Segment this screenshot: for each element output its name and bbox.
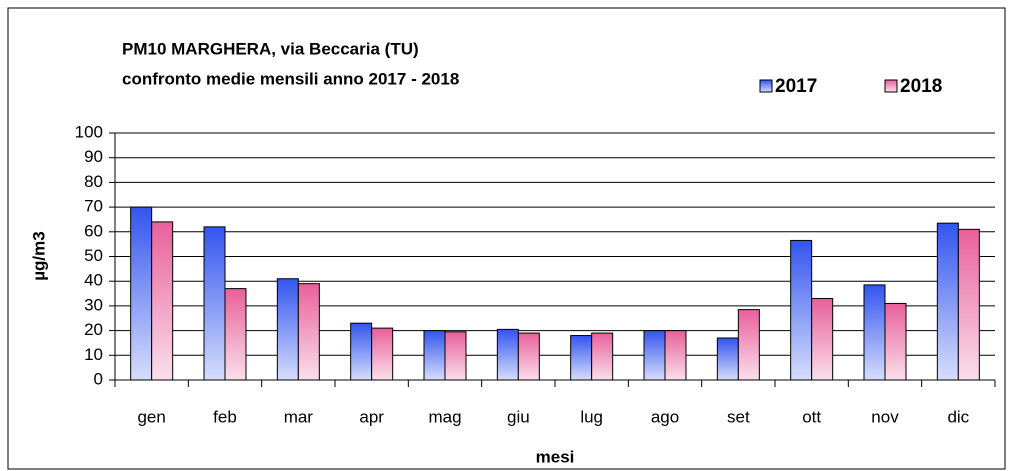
bar bbox=[570, 335, 593, 381]
x-tick-label: mar bbox=[284, 407, 314, 426]
legend-label: 2018 bbox=[900, 76, 942, 97]
bar bbox=[371, 327, 394, 381]
x-tick-label: giu bbox=[507, 407, 530, 426]
bar bbox=[737, 309, 760, 381]
bar bbox=[496, 328, 519, 381]
x-tick-label: dic bbox=[947, 407, 969, 426]
bar bbox=[130, 206, 153, 381]
y-tick-label: 10 bbox=[84, 345, 103, 364]
x-tick-label: ago bbox=[651, 407, 679, 426]
x-tick-label: lug bbox=[580, 407, 603, 426]
x-tick-label: gen bbox=[137, 407, 165, 426]
bar bbox=[863, 284, 886, 381]
bar bbox=[790, 239, 813, 381]
bar bbox=[884, 302, 907, 381]
x-tick-label: nov bbox=[871, 407, 899, 426]
bar bbox=[936, 222, 959, 381]
y-tick-label: 90 bbox=[84, 147, 103, 166]
y-tick-label: 20 bbox=[84, 320, 103, 339]
bar bbox=[423, 330, 446, 381]
y-tick-label: 70 bbox=[84, 197, 103, 216]
bar bbox=[811, 297, 834, 381]
chart-title: PM10 MARGHERA, via Beccaria (TU) bbox=[122, 39, 419, 58]
bar bbox=[643, 330, 666, 381]
y-tick-label: 30 bbox=[84, 295, 103, 314]
bar bbox=[203, 226, 226, 381]
x-tick-label: apr bbox=[359, 407, 384, 426]
bar bbox=[591, 332, 614, 381]
bar bbox=[276, 278, 299, 381]
y-tick-label: 40 bbox=[84, 271, 103, 290]
bar bbox=[151, 221, 174, 381]
x-tick-label: set bbox=[727, 407, 750, 426]
bar bbox=[444, 331, 467, 381]
chart-subtitle: confronto medie mensili anno 2017 - 2018 bbox=[122, 69, 459, 88]
y-tick-label: 0 bbox=[94, 369, 103, 388]
y-tick-label: 50 bbox=[84, 246, 103, 265]
bar bbox=[957, 228, 980, 381]
x-tick-label: ott bbox=[802, 407, 821, 426]
y-tick-label: 60 bbox=[84, 221, 103, 240]
bar bbox=[716, 337, 739, 381]
y-tick-label: 80 bbox=[84, 172, 103, 191]
chart-border bbox=[7, 7, 1006, 470]
legend-swatch bbox=[759, 79, 773, 93]
legend-swatch bbox=[884, 79, 898, 93]
legend-label: 2017 bbox=[775, 76, 817, 97]
bar bbox=[297, 283, 320, 381]
x-tick-label: feb bbox=[213, 407, 237, 426]
y-axis-label: µg/m3 bbox=[29, 231, 48, 280]
bar bbox=[224, 288, 247, 381]
bar bbox=[517, 332, 540, 381]
bar bbox=[350, 322, 373, 381]
bar bbox=[664, 330, 687, 381]
x-tick-label: mag bbox=[428, 407, 461, 426]
x-axis-label: mesi bbox=[536, 447, 575, 466]
y-tick-label: 100 bbox=[75, 122, 103, 141]
